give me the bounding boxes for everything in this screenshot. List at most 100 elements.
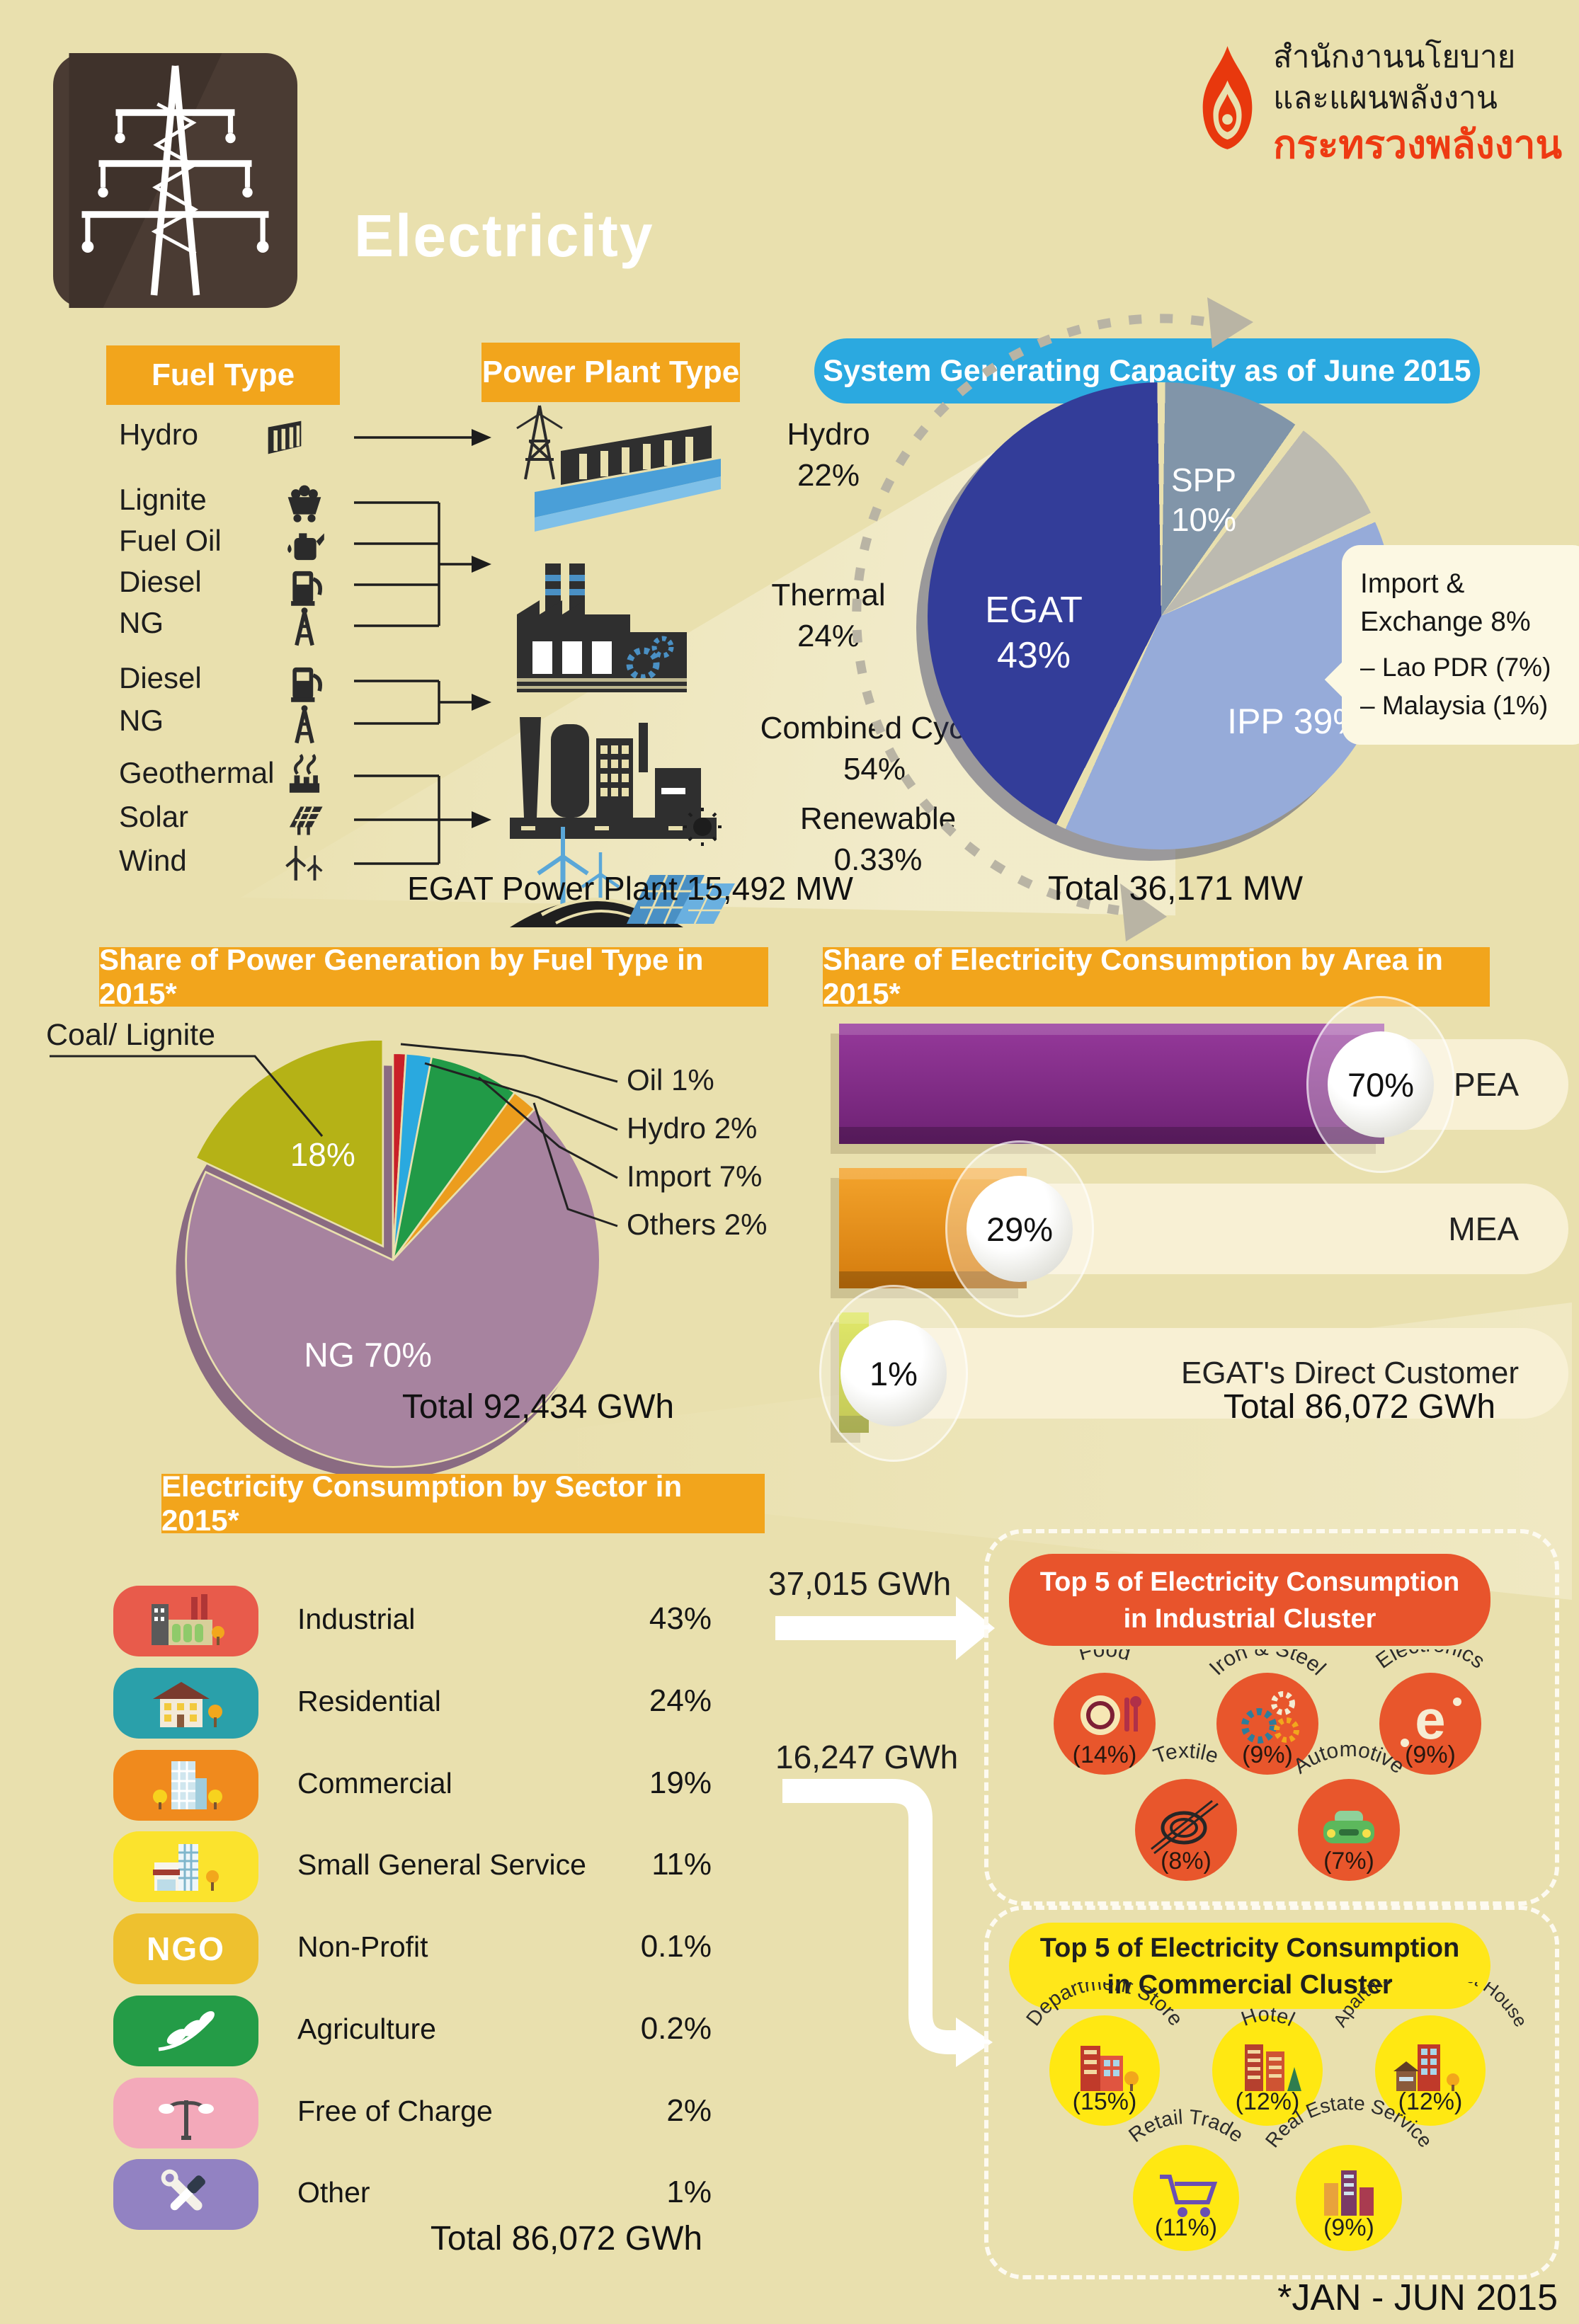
shop-buildings-icon	[152, 1844, 219, 1891]
egat-plant-total: EGAT Power Plant 15,492 MW	[407, 870, 853, 907]
sector-tile-small-general-service	[113, 1831, 258, 1902]
import-exchange-callout: Import & Exchange 8% – Lao PDR (7%) – Ma…	[1342, 545, 1579, 745]
sector-value-non-profit: 0.1%	[640, 1929, 712, 1964]
commercial-cluster-title: Top 5 of Electricity Consumption in Comm…	[1009, 1923, 1490, 2009]
department-store-value: (15%)	[1073, 2088, 1137, 2115]
sector-tile-industrial	[113, 1586, 258, 1656]
leaf-icon	[158, 2011, 215, 2051]
textile-arc-label: Textile	[1151, 1739, 1221, 1768]
coal-slice-value: 18%	[290, 1136, 355, 1173]
fuel-geothermal: Geothermal	[119, 756, 275, 789]
svg-text:Retail Trade: Retail Trade	[1124, 2106, 1248, 2147]
agency-line-3: กระทรวงพลังงาน	[1273, 122, 1563, 166]
sector-tile-free-of-charge	[113, 2078, 258, 2148]
fuel-diesel-2: Diesel	[119, 661, 202, 694]
egat-dc-label: EGAT's Direct Customer	[1181, 1356, 1519, 1390]
capacity-header: System Generating Capacity as of June 20…	[814, 338, 1480, 403]
area-share-total: Total 86,072 GWh	[1223, 1388, 1496, 1426]
svg-text:Electronics: Electronics	[1372, 1649, 1489, 1673]
fuel-hydro: Hydro	[119, 418, 199, 451]
combined-cycle-plant-icon	[510, 717, 717, 839]
industrial-cluster-box	[984, 1529, 1559, 1906]
svg-text:Food: Food	[1076, 1649, 1134, 1665]
sector-tile-agriculture	[113, 1996, 258, 2066]
sector-value-other: 1%	[666, 2175, 712, 2209]
sector-label-other: Other	[297, 2176, 370, 2209]
electronics-value: (9%)	[1405, 1741, 1456, 1768]
house-icon	[152, 1682, 222, 1727]
renewable-plant-icon	[510, 808, 735, 927]
cluster-item-food: Food (14%)	[1054, 1649, 1156, 1775]
food-value: (14%)	[1073, 1741, 1137, 1768]
cluster-item-hotel: Hotel (12%)	[1212, 2003, 1323, 2126]
ngo-icon-text: NGO	[147, 1930, 225, 1967]
minecart-icon	[287, 485, 321, 522]
cluster-item-automotive: Automotive (7%)	[1289, 1738, 1409, 1881]
thread-spool-icon	[1161, 1811, 1207, 1845]
geothermal-icon	[289, 754, 320, 793]
egat-dc-value: 1%	[870, 1354, 918, 1392]
gas-rig-icon	[295, 705, 314, 744]
factory-icon	[151, 1594, 224, 1645]
pea-value: 70%	[1347, 1065, 1415, 1104]
commercial-cluster-box	[984, 1906, 1559, 2279]
sector-value-commercial: 19%	[649, 1765, 712, 1800]
hotel-value: (12%)	[1236, 2088, 1300, 2115]
office-tower-icon	[152, 1761, 222, 1809]
fuel-pump-icon	[291, 667, 322, 702]
sector-tile-residential	[113, 1668, 258, 1739]
commercial-flow-value: 16,247 GWh	[775, 1739, 959, 1775]
automotive-value: (7%)	[1323, 1848, 1374, 1874]
fuel-share-total: Total 92,434 GWh	[401, 1388, 675, 1426]
pea-bar	[839, 1024, 1384, 1144]
capacity-total: Total 36,171 MW	[1047, 870, 1304, 908]
fuel-pump-icon	[291, 571, 322, 606]
gas-rig-icon	[295, 607, 314, 646]
fuel-diesel-1: Diesel	[119, 565, 202, 598]
sector-value-industrial: 43%	[649, 1601, 712, 1636]
shopping-cart-icon	[1160, 2175, 1218, 2204]
sector-label-free-of-charge: Free of Charge	[297, 2095, 493, 2127]
fuel-lignite: Lignite	[119, 483, 207, 516]
apartment-value: (12%)	[1398, 2088, 1463, 2115]
fuel-solar: Solar	[119, 800, 189, 833]
sector-label-residential: Residential	[297, 1685, 441, 1717]
coal-label: Coal/ Lignite	[46, 1018, 216, 1052]
retail-trade-value: (11%)	[1155, 2214, 1217, 2241]
fuel-share-pie: 18% NG 70%	[176, 1041, 601, 1479]
wind-turbine-icon	[285, 845, 323, 881]
fuel-wind: Wind	[119, 844, 187, 877]
sector-value-residential: 24%	[649, 1683, 712, 1718]
mea-value: 29%	[986, 1210, 1054, 1248]
hydro-callout-label: Hydro 2%	[627, 1111, 758, 1145]
sector-tile-commercial	[113, 1750, 258, 1821]
cluster-item-retail-trade: Retail Trade (11%)	[1124, 2106, 1248, 2251]
egat-dc-bubble: 1%	[819, 1285, 968, 1462]
egat-slice-label: EGAT 43%	[985, 590, 1083, 676]
transmission-tower-icon	[69, 53, 269, 308]
cluster-item-department-store: Department Store (15%)	[1022, 1982, 1187, 2126]
agency-name: สำนักงานนโยบาย และแผนพลังงาน กระทรวงพลัง…	[1273, 37, 1562, 170]
solar-panel-icon	[289, 806, 323, 835]
dam-icon	[268, 420, 302, 454]
fuel-ng-2: NG	[119, 704, 164, 737]
sector-label-commercial: Commercial	[297, 1767, 452, 1799]
apartment-icon	[1418, 2044, 1440, 2091]
sector-total: Total 86,072 GWh	[430, 2220, 703, 2257]
import-callout-label: Import 7%	[627, 1160, 763, 1193]
fuel-share-connectors	[50, 1043, 618, 1227]
sector-tile-other	[113, 2159, 258, 2230]
fuel-share-header: Share of Power Generation by Fuel Type i…	[99, 943, 768, 1010]
power-plant-type-header: Power Plant Type	[481, 343, 740, 402]
industrial-cluster-items: Food (14%) Iron & Steel (9%) e Electroni…	[1054, 1649, 1489, 1881]
fuel-fuel-oil: Fuel Oil	[119, 524, 222, 557]
cluster-item-textile: Textile (8%)	[1135, 1739, 1237, 1881]
fuel-to-plant-connectors	[354, 429, 491, 865]
cluster-item-electronics: e Electronics (9%)	[1372, 1649, 1489, 1775]
others-callout-label: Others 2%	[627, 1208, 768, 1241]
electricity-logo-tile	[53, 53, 297, 308]
sector-header: Electricity Consumption by Sector in 201…	[161, 1470, 765, 1537]
sector-tile-non-profit: NGO	[113, 1913, 258, 1984]
real-estate-value: (9%)	[1323, 2214, 1374, 2241]
